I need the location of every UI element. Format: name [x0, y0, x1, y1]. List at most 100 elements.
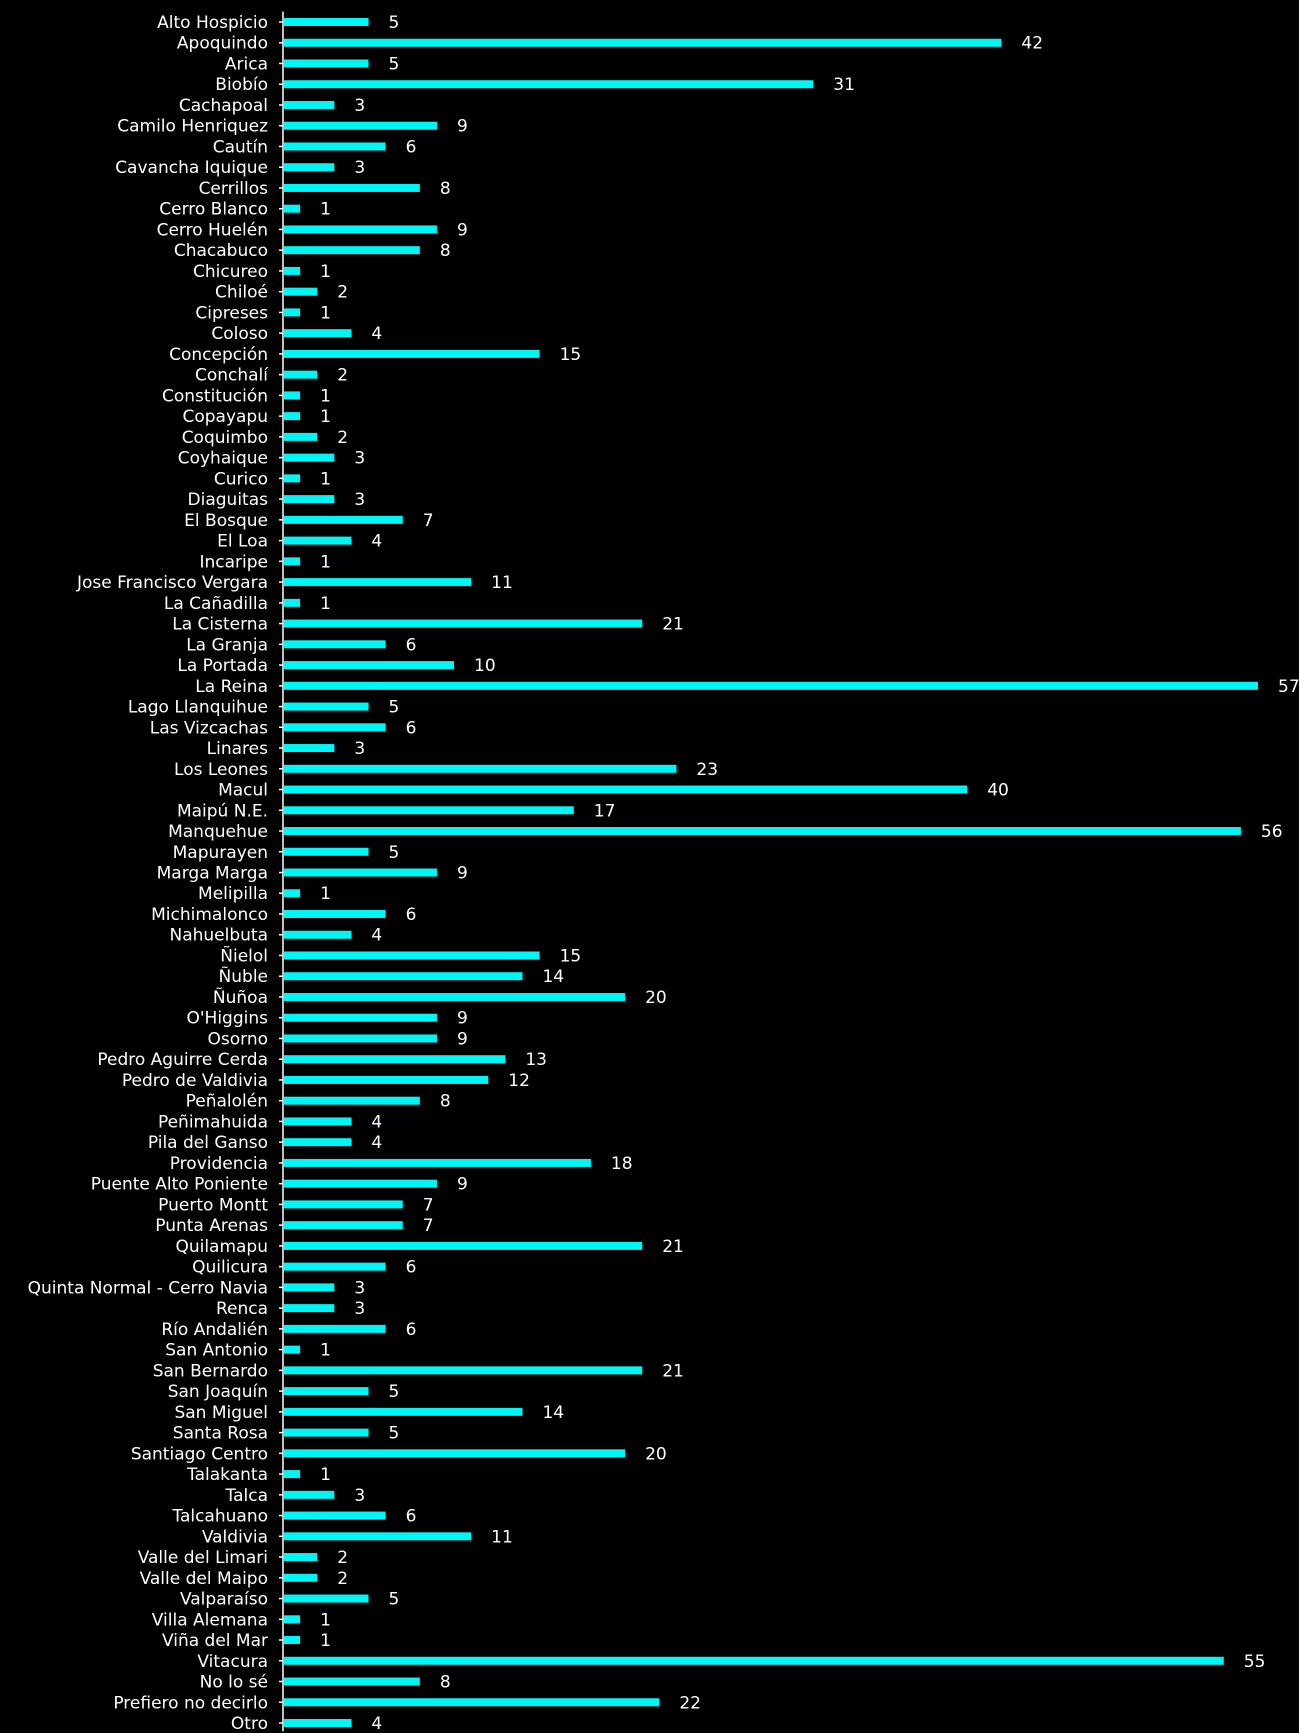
category-label: Copayapu: [182, 407, 268, 427]
category-label: Cerrillos: [199, 179, 269, 199]
value-label: 57: [1278, 677, 1299, 697]
category-label: Nahuelbuta: [169, 926, 268, 946]
value-label: 21: [662, 1361, 684, 1381]
category-label: El Bosque: [184, 511, 268, 531]
category-label: San Bernardo: [153, 1361, 268, 1381]
category-label: La Cisterna: [172, 615, 268, 635]
category-label: La Portada: [177, 656, 268, 676]
category-label: Santiago Centro: [131, 1444, 268, 1464]
value-label: 1: [320, 1465, 331, 1485]
category-label: Concepción: [169, 345, 268, 365]
value-label: 21: [662, 615, 684, 635]
value-label: 1: [320, 262, 331, 282]
bar: [284, 287, 318, 296]
value-label: 14: [542, 1403, 564, 1423]
value-label: 4: [371, 532, 382, 552]
category-label: La Granja: [186, 635, 268, 655]
bar: [284, 204, 301, 213]
bar: [284, 495, 335, 504]
bar: [284, 121, 437, 130]
value-label: 8: [440, 241, 451, 261]
category-label: O'Higgins: [187, 1009, 269, 1029]
value-label: 13: [525, 1050, 547, 1070]
category-label: Alto Hospicio: [157, 13, 268, 33]
value-label: 6: [406, 1320, 417, 1340]
bar: [284, 1324, 386, 1333]
bar: [284, 453, 335, 462]
category-label: Mapurayen: [173, 843, 268, 863]
bar: [284, 1366, 643, 1375]
value-label: 8: [440, 1673, 451, 1693]
category-label: Valdivia: [202, 1527, 268, 1547]
category-label: Michimalonco: [151, 905, 268, 925]
value-label: 1: [320, 1610, 331, 1630]
bar: [284, 1179, 437, 1188]
category-label: Curico: [214, 469, 268, 489]
bar: [284, 598, 301, 607]
value-label: 3: [354, 1486, 365, 1506]
category-label: Talcahuano: [171, 1507, 268, 1527]
value-label: 5: [389, 843, 400, 863]
bar: [284, 1656, 1224, 1665]
category-label: Cachapoal: [179, 96, 268, 116]
bar: [284, 349, 540, 358]
category-label: Talakanta: [186, 1465, 268, 1485]
category-label: Coquimbo: [182, 428, 268, 448]
bar: [284, 391, 301, 400]
value-label: 2: [337, 283, 348, 303]
category-label: Punta Arenas: [155, 1216, 268, 1236]
value-label: 55: [1244, 1652, 1266, 1672]
value-label: 1: [320, 469, 331, 489]
category-label: Los Leones: [174, 760, 268, 780]
category-label: Chiloé: [215, 283, 268, 303]
bar: [284, 266, 301, 275]
bar: [284, 80, 814, 89]
value-label: 2: [337, 1548, 348, 1568]
bar: [284, 432, 318, 441]
value-label: 3: [354, 96, 365, 116]
category-label: Pedro Aguirre Cerda: [97, 1050, 268, 1070]
value-label: 7: [423, 511, 434, 531]
bar: [284, 412, 301, 421]
value-label: 9: [457, 1029, 468, 1049]
value-label: 17: [594, 801, 616, 821]
value-label: 3: [354, 158, 365, 178]
bar: [284, 1200, 403, 1209]
category-label: Quilamapu: [175, 1237, 268, 1257]
category-label: Otro: [231, 1714, 268, 1733]
category-label: Valle del Limari: [138, 1548, 268, 1568]
value-label: 2: [337, 428, 348, 448]
value-label: 15: [560, 345, 582, 365]
bar: [284, 1075, 489, 1084]
category-label: Cavancha Iquique: [115, 158, 268, 178]
value-label: 1: [320, 884, 331, 904]
value-label: 6: [406, 635, 417, 655]
value-label: 6: [406, 1258, 417, 1278]
category-label: Pila del Ganso: [148, 1133, 268, 1153]
bar: [284, 847, 369, 856]
category-label: San Miguel: [174, 1403, 268, 1423]
category-label: Quilicura: [192, 1258, 268, 1278]
category-label: San Joaquín: [168, 1382, 268, 1402]
bar: [284, 1719, 352, 1727]
bar: [284, 1345, 301, 1354]
bar: [284, 827, 1241, 836]
category-label: Ñielol: [220, 944, 268, 966]
value-label: 4: [371, 1133, 382, 1153]
value-label: 3: [354, 739, 365, 759]
bar: [284, 723, 386, 732]
category-label: Jose Francisco Vergara: [76, 573, 268, 593]
bar: [284, 1034, 437, 1043]
bar: [284, 951, 540, 960]
bar: [284, 578, 472, 587]
value-label: 6: [406, 137, 417, 157]
category-label: Ñuble: [219, 965, 268, 987]
value-label: 4: [371, 1714, 382, 1733]
category-label: Marga Marga: [157, 864, 268, 884]
bar: [284, 557, 301, 566]
value-label: 5: [389, 1382, 400, 1402]
bar: [284, 225, 437, 234]
value-label: 42: [1021, 34, 1043, 54]
